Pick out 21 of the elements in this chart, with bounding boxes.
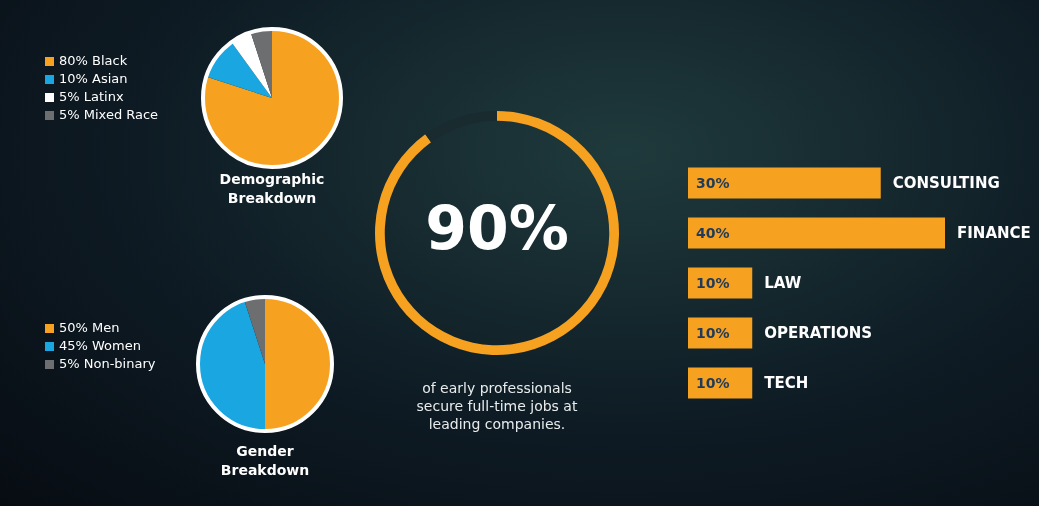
category-label: TECH	[764, 373, 809, 392]
data-label: 10%	[696, 374, 730, 391]
legend-label: 5% Non-binary	[59, 356, 156, 371]
data-label: 40%	[696, 224, 730, 241]
data-label: 10%	[696, 274, 730, 291]
legend-label: 45% Women	[59, 338, 141, 353]
legend-label: 5% Latinx	[59, 89, 124, 104]
category-label: OPERATIONS	[764, 323, 873, 342]
data-label: 10%	[696, 324, 730, 341]
text: of early professionals secure full-time jobs at leading companies.	[415, 379, 579, 433]
legend-label: 50% Men	[59, 320, 120, 335]
text: Gender Breakdown	[219, 442, 311, 480]
legend-label: 80% Black	[59, 53, 128, 68]
text: Demographic Breakdown	[218, 170, 326, 208]
data-label: 30%	[696, 174, 730, 191]
category-label: LAW	[764, 273, 802, 292]
data-label: 90%	[424, 193, 570, 263]
category-label: FINANCE	[957, 223, 1031, 242]
legend-label: 5% Mixed Race	[59, 107, 159, 122]
category-label: CONSULTING	[892, 173, 1000, 192]
legend-label: 10% Asian	[59, 71, 128, 86]
